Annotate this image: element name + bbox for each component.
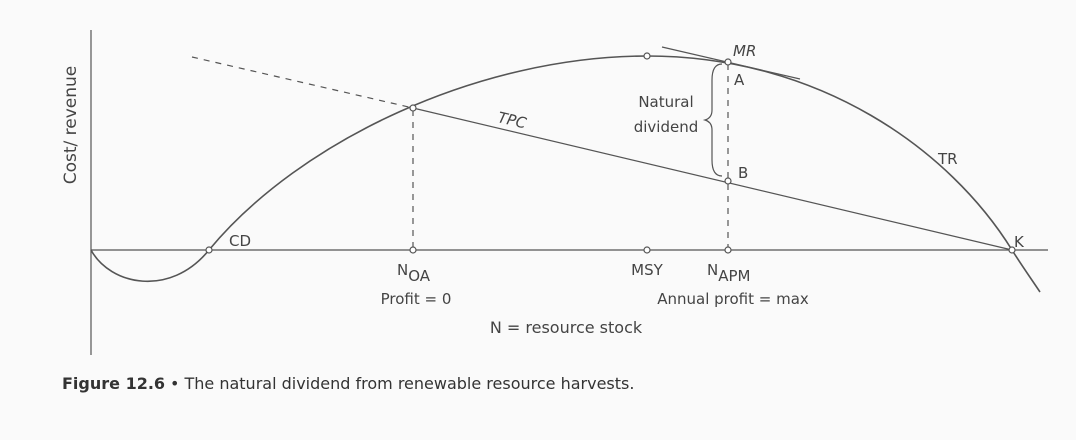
caption-text: The natural dividend from renewable reso…	[183, 374, 634, 393]
point	[205, 246, 213, 254]
point	[1008, 246, 1016, 254]
point-b-label: B	[738, 164, 748, 182]
noa-note: Profit = 0	[381, 290, 452, 308]
y-axis-label: Cost/ revenue	[61, 66, 81, 185]
brace	[702, 63, 723, 177]
tpc-line	[412, 107, 1013, 251]
noa-main: N	[397, 261, 408, 279]
point	[409, 104, 417, 112]
point	[724, 58, 732, 66]
noa-sub: OA	[408, 267, 431, 285]
annotation-line: dividend	[634, 118, 699, 136]
point	[724, 177, 732, 185]
point	[643, 246, 651, 254]
msy-label: MSY	[631, 261, 663, 279]
napm-main: N	[707, 261, 718, 279]
napm-note: Annual profit = max	[657, 290, 809, 308]
napm-label: NAPM	[707, 261, 750, 285]
tpc-extension	[191, 56, 414, 109]
point	[643, 52, 651, 60]
napm-sub: APM	[718, 267, 750, 285]
annotation-line: Natural	[638, 93, 693, 111]
caption-label: Figure 12.6	[62, 374, 165, 393]
point	[409, 246, 417, 254]
k-label: K	[1014, 233, 1025, 251]
x-axis-label: N = resource stock	[490, 318, 643, 337]
noa-label: NOA	[397, 261, 431, 285]
caption-separator: •	[170, 374, 179, 393]
mr-label: MR	[733, 42, 756, 60]
cd-label: CD	[229, 232, 251, 250]
point	[724, 246, 732, 254]
tr-label: TR	[937, 150, 958, 168]
caption: Figure 12.6 • The natural dividend from re…	[62, 374, 634, 393]
tr-curve	[90, 55, 1041, 293]
points	[205, 52, 1016, 254]
point-a-label: A	[734, 71, 745, 89]
